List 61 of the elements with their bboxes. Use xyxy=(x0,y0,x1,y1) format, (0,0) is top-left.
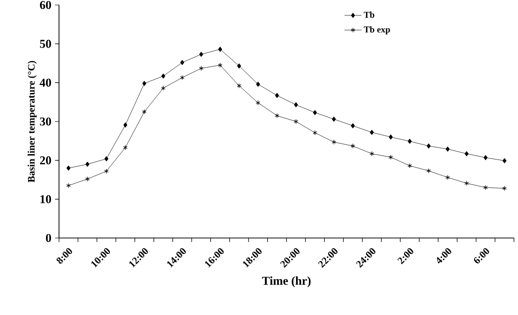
point xyxy=(274,113,280,118)
point xyxy=(275,92,279,98)
point xyxy=(426,168,431,174)
point xyxy=(312,130,318,136)
point xyxy=(294,102,298,108)
point xyxy=(370,130,374,135)
point xyxy=(464,180,469,186)
y-tick-label: 40 xyxy=(40,78,52,87)
x-tick-label: 8:00 xyxy=(56,248,72,264)
point xyxy=(237,63,242,68)
y-tick-label: 10 xyxy=(40,195,52,204)
point xyxy=(445,174,450,180)
point xyxy=(256,82,260,87)
point xyxy=(161,86,166,91)
point xyxy=(142,80,146,86)
point xyxy=(198,66,204,71)
point xyxy=(464,151,469,156)
point xyxy=(370,151,374,156)
y-axis-title: Basin liner temperature (°C) xyxy=(28,60,37,182)
y-tick-label: 60 xyxy=(40,0,52,10)
x-axis-title: Time (hr) xyxy=(262,276,311,288)
y-tick-label: 50 xyxy=(40,40,52,48)
point xyxy=(180,75,184,80)
y-tick-label: 20 xyxy=(40,156,52,164)
point xyxy=(104,156,108,162)
point xyxy=(199,52,204,57)
point xyxy=(408,138,412,144)
point xyxy=(104,168,109,174)
point xyxy=(236,83,242,88)
point xyxy=(66,166,70,171)
point xyxy=(332,140,336,145)
point xyxy=(350,123,355,128)
point xyxy=(388,134,393,140)
point xyxy=(426,143,431,148)
x-tick-label: 2:00 xyxy=(397,248,414,264)
point xyxy=(218,46,222,52)
point xyxy=(446,146,450,152)
point xyxy=(312,110,317,116)
point xyxy=(408,163,412,168)
point xyxy=(218,62,222,68)
point xyxy=(85,162,90,167)
point xyxy=(388,154,393,160)
y-tick-label: 30 xyxy=(40,117,52,126)
point xyxy=(350,143,356,148)
point xyxy=(161,74,166,79)
point xyxy=(502,158,506,164)
point xyxy=(483,185,488,190)
point xyxy=(256,100,260,106)
legend-label: Tb exp xyxy=(364,26,390,34)
y-tick-label: 0 xyxy=(46,234,52,242)
point xyxy=(180,60,184,65)
x-tick-label: 4:00 xyxy=(436,248,452,264)
x-tick-label: 6:00 xyxy=(474,248,490,264)
point xyxy=(332,116,336,122)
point xyxy=(142,109,147,114)
legend-label: Tb xyxy=(364,12,374,18)
point xyxy=(294,119,298,124)
point xyxy=(484,155,488,160)
point xyxy=(123,145,128,150)
point xyxy=(85,176,90,182)
point xyxy=(123,122,128,128)
